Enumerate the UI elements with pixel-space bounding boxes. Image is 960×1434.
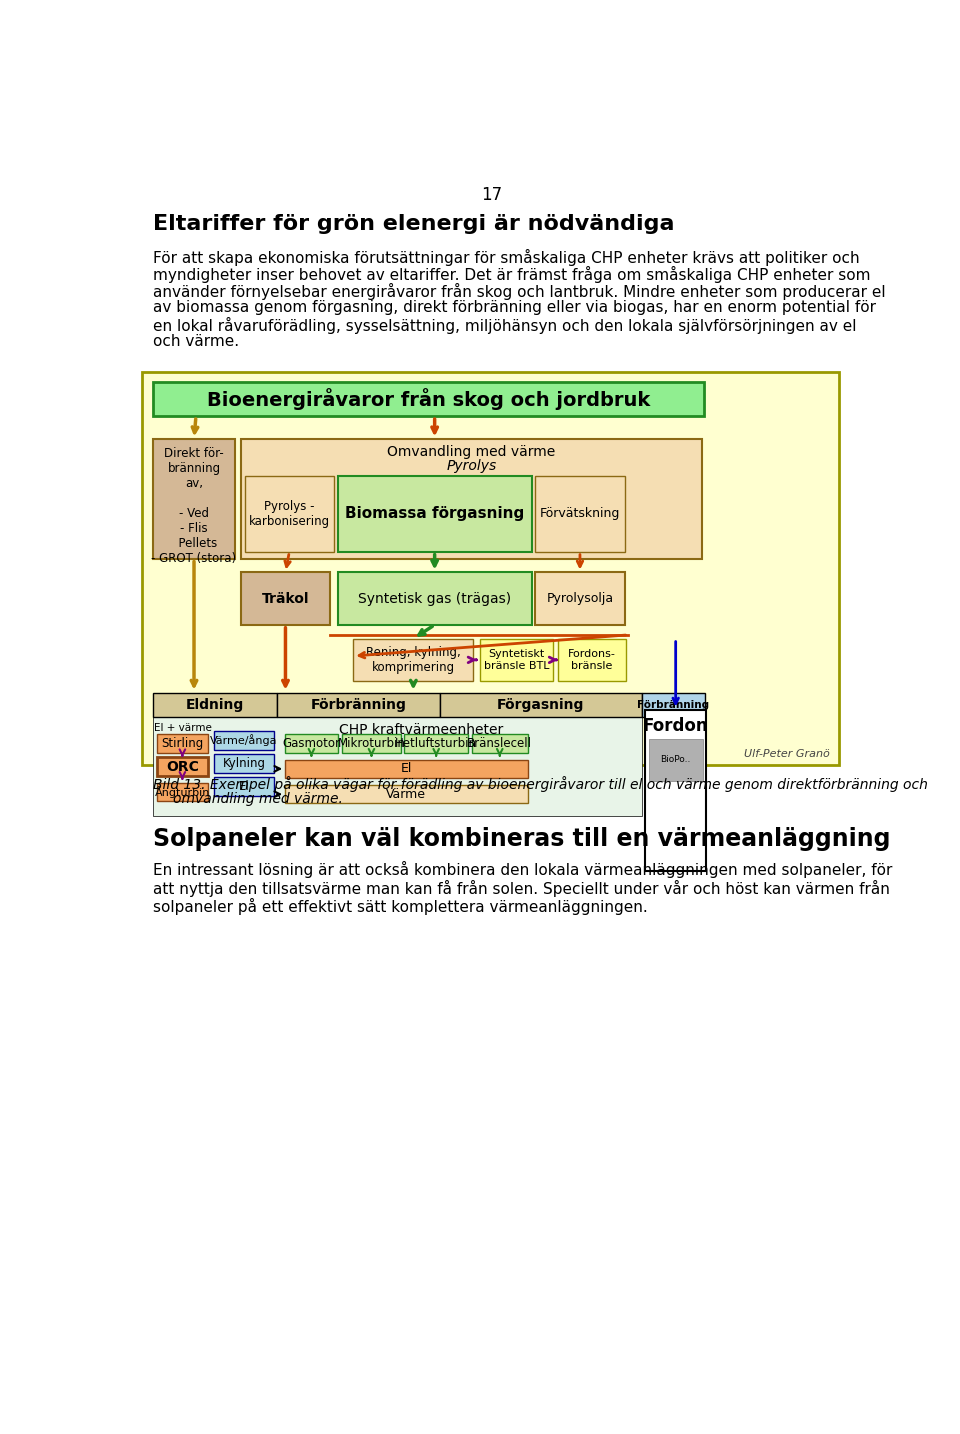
Text: Ångturbin: Ångturbin [155, 786, 210, 797]
Text: Gasmotor: Gasmotor [282, 737, 341, 750]
Bar [241, 572, 330, 625]
Bar [440, 693, 641, 717]
Text: Fordon: Fordon [643, 717, 708, 736]
Bar [536, 572, 625, 625]
Bar [343, 734, 400, 753]
Bar [353, 638, 473, 681]
Text: Förvätskning: Förvätskning [540, 508, 620, 521]
Text: Kylning: Kylning [223, 757, 266, 770]
Bar [480, 638, 553, 681]
Bar [338, 476, 532, 552]
Text: El + värme: El + värme [154, 723, 212, 733]
Text: av biomassa genom förgasning, direkt förbränning eller via biogas, har en enorm : av biomassa genom förgasning, direkt för… [153, 300, 876, 315]
Bar [157, 783, 207, 802]
Text: Fordons-
bränsle: Fordons- bränsle [568, 650, 616, 671]
Text: CHP kraftvärmeenheter: CHP kraftvärmeenheter [339, 723, 503, 737]
Bar [285, 784, 528, 803]
Text: att nyttja den tillsatsvärme man kan få från solen. Speciellt under vår och höst: att nyttja den tillsatsvärme man kan få … [153, 879, 889, 896]
Text: Pyrolys -
karbonisering: Pyrolys - karbonisering [249, 500, 330, 528]
Text: Solpaneler kan väl kombineras till en värmeanläggning: Solpaneler kan väl kombineras till en vä… [153, 826, 890, 850]
Text: Rening, kylning,
komprimering: Rening, kylning, komprimering [366, 645, 461, 674]
Bar [645, 710, 706, 872]
Bar [241, 439, 702, 559]
Bar [154, 693, 277, 717]
Text: El: El [400, 763, 412, 776]
Bar [157, 734, 207, 753]
Text: Eltariffer för grön elenergi är nödvändiga: Eltariffer för grön elenergi är nödvändi… [153, 215, 674, 234]
Bar [154, 439, 234, 559]
Text: En intressant lösning är att också kombinera den lokala värmeanläggningen med so: En intressant lösning är att också kombi… [153, 862, 892, 878]
Text: Mikroturbin: Mikroturbin [338, 737, 405, 750]
Text: Värme: Värme [386, 787, 426, 800]
Text: Omvandling med värme: Omvandling med värme [387, 446, 556, 459]
Text: Ulf-Peter Granö: Ulf-Peter Granö [744, 749, 829, 759]
Bar [154, 717, 641, 816]
Text: Förbränning: Förbränning [311, 698, 407, 711]
Text: omvandling med värme.: omvandling med värme. [173, 792, 343, 806]
Text: Direkt för-
bränning
av,

- Ved
- Flis
  Pellets
- GROT (stora): Direkt för- bränning av, - Ved - Flis Pe… [152, 447, 236, 565]
Text: Eldning: Eldning [186, 698, 245, 711]
Text: använder förnyelsebar energiråvaror från skog och lantbruk. Mindre enheter som p: använder förnyelsebar energiråvaror från… [153, 282, 885, 300]
Text: För att skapa ekonomiska förutsättningar för småskaliga CHP enheter krävs att po: För att skapa ekonomiska förutsättningar… [153, 250, 859, 267]
Bar [157, 757, 207, 776]
Text: Stirling: Stirling [161, 737, 204, 750]
Text: BioPo..: BioPo.. [660, 756, 691, 764]
Text: Bild 13. Exempel på olika vägar för förädling av bioenergiråvaror till el och vä: Bild 13. Exempel på olika vägar för förä… [153, 777, 927, 793]
Bar [154, 381, 704, 416]
Text: 17: 17 [481, 186, 503, 204]
Bar [142, 373, 839, 764]
Text: Pyrolys: Pyrolys [446, 459, 496, 473]
Bar [338, 572, 532, 625]
Text: myndigheter inser behovet av eltariffer. Det är främst fråga om småskaliga CHP e: myndigheter inser behovet av eltariffer.… [153, 267, 870, 282]
Bar [558, 638, 626, 681]
Text: El: El [239, 780, 250, 793]
Text: ORC: ORC [166, 760, 199, 773]
Bar [649, 739, 703, 782]
Bar [285, 734, 338, 753]
Bar [536, 476, 625, 552]
Bar [214, 731, 275, 750]
Bar [245, 476, 334, 552]
Text: Träkol: Träkol [262, 592, 309, 605]
Text: Värme/ånga: Värme/ånga [210, 734, 277, 746]
Text: och värme.: och värme. [153, 334, 239, 348]
Text: Syntetiskt
bränsle BTL: Syntetiskt bränsle BTL [484, 650, 549, 671]
Text: Syntetisk gas (trägas): Syntetisk gas (trägas) [358, 592, 512, 605]
Text: solpaneler på ett effektivt sätt komplettera värmeanläggningen.: solpaneler på ett effektivt sätt komplet… [153, 898, 647, 915]
Text: Bränslecell: Bränslecell [468, 737, 532, 750]
Bar [277, 693, 440, 717]
Text: en lokal råvaruförädling, sysselsättning, miljöhänsyn och den lokala självförsör: en lokal råvaruförädling, sysselsättning… [153, 317, 856, 334]
Bar [472, 734, 528, 753]
Text: Biomassa förgasning: Biomassa förgasning [345, 506, 524, 522]
Text: Bioenergiråvaror från skog och jordbruk: Bioenergiråvaror från skog och jordbruk [206, 387, 650, 410]
Text: Förbränning: Förbränning [637, 700, 709, 710]
Bar [285, 760, 528, 779]
Text: Pyrolysolja: Pyrolysolja [546, 592, 613, 605]
Text: Hetluftsturbin: Hetluftsturbin [396, 737, 477, 750]
Bar [641, 693, 706, 717]
Bar [404, 734, 468, 753]
Bar [214, 777, 275, 796]
Text: Förgasning: Förgasning [497, 698, 585, 711]
Bar [214, 754, 275, 773]
